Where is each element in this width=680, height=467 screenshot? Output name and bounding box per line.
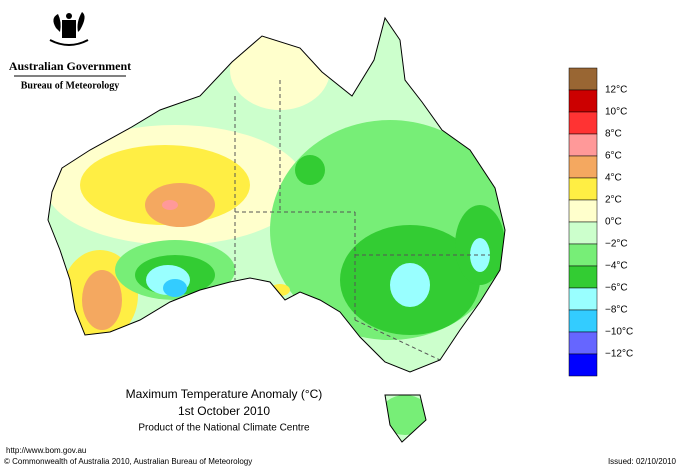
legend-swatch (568, 265, 598, 289)
legend: 12°C 10°C 8°C 6°C 4°C 2°C 0°C −2°C −4°C −6°C −8°C −… (568, 67, 633, 377)
coastline (47, 16, 506, 443)
coat-of-arms (49, 12, 89, 46)
legend-swatch (568, 199, 598, 223)
legend-label: 6°C (605, 151, 622, 162)
state-borders (234, 80, 490, 361)
legend-label: −4°C (605, 261, 628, 272)
legend-swatch (568, 89, 598, 113)
issued-date: Issued: 02/10/2010 (608, 457, 677, 466)
map-product: Product of the National Climate Centre (138, 423, 310, 434)
legend-label: −6°C (605, 283, 628, 294)
copyright: © Commonwealth of Australia 2010, Austra… (4, 457, 252, 466)
legend-label: −2°C (605, 239, 628, 250)
legend-swatch (568, 353, 598, 377)
legend-label: −10°C (605, 327, 633, 338)
legend-swatch (568, 133, 598, 157)
legend-label: 8°C (605, 129, 622, 140)
legend-label: 10°C (605, 107, 627, 118)
agency-name: Bureau of Meteorology (21, 80, 120, 91)
legend-swatch (568, 155, 598, 179)
legend-swatch (568, 111, 598, 135)
legend-swatch (568, 221, 598, 245)
map-title: Maximum Temperature Anomaly (°C) (126, 387, 323, 401)
legend-swatch (568, 309, 598, 333)
map-date: 1st October 2010 (178, 404, 270, 418)
legend-swatch (568, 177, 598, 201)
legend-label: 2°C (605, 195, 622, 206)
legend-label: 0°C (605, 217, 622, 228)
legend-label: 4°C (605, 173, 622, 184)
source-url: http://www.bom.gov.au (6, 446, 86, 455)
legend-swatch (568, 243, 598, 267)
legend-label: −8°C (605, 305, 628, 316)
legend-swatch (568, 331, 598, 355)
government-name: Australian Government (9, 59, 131, 73)
legend-swatch (568, 67, 598, 91)
legend-swatch (568, 287, 598, 311)
legend-label: 12°C (605, 85, 627, 96)
legend-label: −12°C (605, 349, 633, 360)
